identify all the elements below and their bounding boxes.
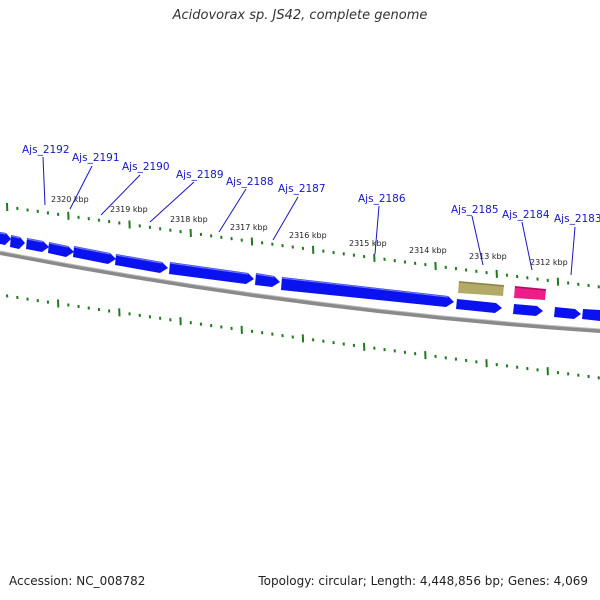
inner-dotted-ring — [6, 294, 600, 380]
gene-label[interactable]: Ajs_2184 — [502, 209, 550, 221]
gene-arrow[interactable] — [10, 235, 25, 249]
gene-arrow[interactable] — [554, 307, 581, 319]
gene-label[interactable]: Ajs_2185 — [451, 204, 499, 216]
gene-label[interactable]: Ajs_2189 — [176, 169, 224, 181]
scale-label: 2319 kbp — [110, 205, 148, 214]
gene-label[interactable]: Ajs_2191 — [72, 152, 120, 164]
gene-arrow[interactable] — [115, 254, 168, 273]
scale-label: 2320 kbp — [51, 195, 89, 204]
genome-backbone-highlight — [0, 250, 600, 330]
gene-arrow[interactable] — [582, 309, 600, 321]
gene-arrow[interactable] — [281, 277, 454, 307]
gene-shading — [0, 232, 449, 298]
gene-arrow[interactable] — [73, 246, 116, 264]
page-title: Acidovorax sp. JS42, complete genome — [172, 8, 428, 23]
gene-arrow[interactable] — [0, 232, 11, 245]
gene-arrow[interactable] — [169, 262, 254, 284]
feature-track — [458, 281, 547, 300]
genome-summary-text: Topology: circular; Length: 4,448,856 bp… — [258, 574, 588, 588]
outer-scale-ring — [6, 202, 600, 289]
gene-label[interactable]: Ajs_2192 — [22, 144, 70, 156]
scale-labels: 2320 kbp 2319 kbp 2318 kbp 2317 kbp 2316… — [51, 195, 568, 267]
scale-label: 2314 kbp — [409, 246, 447, 255]
gene-label[interactable]: Ajs_2187 — [278, 183, 326, 195]
gene-arrow[interactable] — [456, 299, 502, 313]
scale-label: 2315 kbp — [349, 239, 387, 248]
gene-label[interactable]: Ajs_2183 — [554, 213, 600, 225]
accession-text: Accession: NC_008782 — [9, 574, 146, 588]
scale-label: 2313 kbp — [469, 252, 507, 261]
gene-label[interactable]: Ajs_2186 — [358, 193, 406, 205]
scale-label: 2316 kbp — [289, 231, 327, 240]
gene-label[interactable]: Ajs_2188 — [226, 176, 274, 188]
gene-arrow[interactable] — [255, 273, 280, 287]
gene-label[interactable]: Ajs_2190 — [122, 161, 170, 173]
scale-label: 2312 kbp — [530, 258, 568, 267]
gene-label-leaders — [42, 156, 576, 276]
scale-label: 2318 kbp — [170, 215, 208, 224]
gene-track-upper — [0, 232, 454, 307]
gene-arrow[interactable] — [513, 304, 543, 316]
genome-backbone — [0, 251, 600, 333]
scale-label: 2317 kbp — [230, 223, 268, 232]
gene-arrow[interactable] — [48, 242, 74, 257]
gene-arrow[interactable] — [26, 238, 49, 252]
gene-labels: Ajs_2192 Ajs_2191 Ajs_2190 Ajs_2189 Ajs_… — [22, 144, 600, 225]
gene-track-lower — [456, 299, 600, 321]
